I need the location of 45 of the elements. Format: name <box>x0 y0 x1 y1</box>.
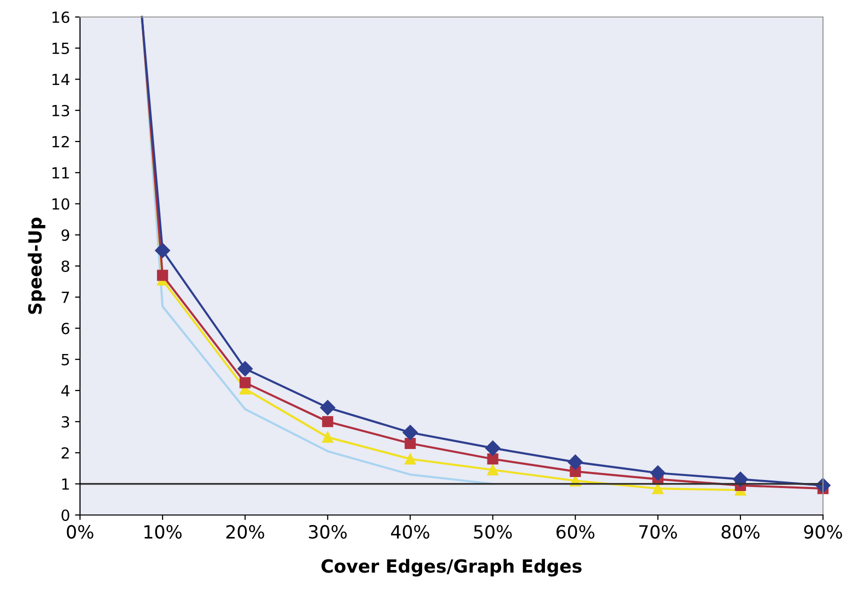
y-tick-label: 6 <box>62 322 70 334</box>
x-tick-label: 70% <box>639 525 677 539</box>
y-tick-label: 12 <box>52 136 69 148</box>
point <box>487 464 498 476</box>
x-tick-label: 10% <box>144 525 182 539</box>
point <box>568 454 583 470</box>
y-tick-label: 13 <box>52 104 70 116</box>
y-tick-label: 3 <box>62 416 70 428</box>
x-tick-label: 80% <box>722 525 760 539</box>
point <box>322 416 334 428</box>
y-tick-label: 4 <box>61 385 70 396</box>
x-tick-label: 30% <box>308 525 347 539</box>
y-tick-label: 16 <box>52 11 70 24</box>
x-tick-label: 0% <box>66 525 94 539</box>
y-tick-label: 0 <box>62 509 70 522</box>
y-tick-label: 10 <box>52 198 70 210</box>
x-tick-label: 20% <box>226 525 264 539</box>
x-tick-label: 60% <box>556 525 594 539</box>
point <box>240 377 251 388</box>
y-tick-label: 9 <box>62 229 70 241</box>
x-tick-label: 40% <box>391 525 430 539</box>
point <box>402 424 418 440</box>
y-axis-title: Speed-Up <box>28 218 46 314</box>
y-tick-label: 15 <box>52 42 69 54</box>
point <box>487 453 498 465</box>
y-tick-label: 7 <box>62 292 69 303</box>
y-tick-label: 5 <box>62 354 69 366</box>
point <box>320 400 336 416</box>
x-tick-label: 50% <box>474 525 512 539</box>
y-tick-label: 14 <box>52 74 70 86</box>
point <box>154 242 170 258</box>
y-tick-label: 11 <box>52 167 69 178</box>
point <box>485 440 500 456</box>
y-tick-label: 1 <box>62 478 69 490</box>
x-tick-label: 90% <box>804 525 842 539</box>
y-tick-label: 8 <box>62 260 70 272</box>
point <box>238 361 253 376</box>
point <box>732 472 748 487</box>
point <box>404 438 416 449</box>
point <box>650 465 666 481</box>
point <box>322 432 334 443</box>
x-axis-title: Cover Edges/Graph Edges <box>322 558 582 576</box>
point <box>404 453 416 465</box>
y-tick-label: 2 <box>62 447 69 459</box>
point <box>157 270 168 281</box>
